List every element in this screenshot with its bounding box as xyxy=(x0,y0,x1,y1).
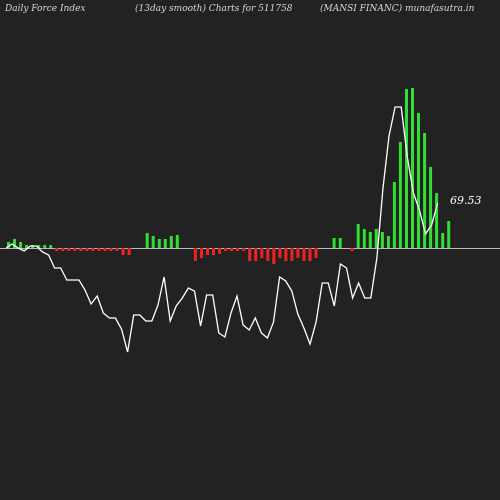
force-bar xyxy=(43,245,47,248)
force-bar xyxy=(212,248,215,255)
force-bar xyxy=(79,248,83,251)
force-bar xyxy=(49,245,53,248)
last-value-label: 69.53 xyxy=(450,194,482,207)
force-bar xyxy=(356,224,360,248)
force-bar xyxy=(368,232,372,248)
force-bar xyxy=(151,236,155,248)
force-bar xyxy=(350,248,354,251)
force-bar xyxy=(236,248,240,251)
force-bar xyxy=(67,248,71,251)
force-bar xyxy=(19,242,23,248)
force-bar xyxy=(163,239,167,248)
force-bar xyxy=(55,248,59,251)
force-bar xyxy=(429,167,433,248)
force-bar xyxy=(224,248,228,251)
force-bar xyxy=(447,221,451,248)
force-bar xyxy=(91,248,95,251)
force-bar xyxy=(423,133,427,248)
force-bar xyxy=(230,248,234,251)
force-bar xyxy=(302,248,306,261)
smooth-line xyxy=(5,106,439,353)
force-bar xyxy=(362,229,366,248)
force-bar xyxy=(13,239,16,248)
force-bar xyxy=(278,248,282,258)
force-bar xyxy=(193,248,197,261)
force-bar xyxy=(308,248,312,261)
force-bar xyxy=(296,248,300,258)
force-bar xyxy=(85,248,89,251)
force-bar xyxy=(398,142,402,248)
force-bar xyxy=(109,248,113,251)
force-bar xyxy=(266,248,270,261)
force-bar xyxy=(157,239,161,248)
force-bar xyxy=(254,248,258,261)
force-bar xyxy=(435,193,439,248)
force-bar xyxy=(248,248,252,261)
chart-subtitle-left: Daily Force Index xyxy=(4,4,86,14)
force-bar xyxy=(97,248,101,251)
force-bar xyxy=(206,248,209,255)
force-bar xyxy=(284,248,288,261)
force-bar xyxy=(115,248,119,251)
force-bar xyxy=(411,88,414,248)
force-bar xyxy=(7,242,10,248)
force-bar xyxy=(169,236,173,248)
force-bar xyxy=(242,248,246,251)
force-bar xyxy=(260,248,264,258)
force-bar xyxy=(127,248,131,255)
chart-title: (13day smooth) Charts for 511758 xyxy=(135,3,293,14)
force-bar xyxy=(61,248,65,251)
force-bar xyxy=(332,238,336,248)
force-bar xyxy=(417,113,420,248)
force-bar xyxy=(200,248,203,258)
force-bars xyxy=(7,88,451,264)
chart-source: (MANSI FINANC) munafasutra.in xyxy=(320,3,475,14)
force-bar xyxy=(175,235,179,248)
force-bar xyxy=(380,232,384,248)
force-bar xyxy=(218,248,222,254)
force-bar xyxy=(392,182,396,248)
force-bar xyxy=(272,248,276,264)
force-bar xyxy=(338,238,342,248)
force-bar xyxy=(374,229,378,248)
force-bar xyxy=(25,245,29,248)
force-bar xyxy=(121,248,125,255)
force-bar xyxy=(314,248,318,258)
force-bar xyxy=(37,245,41,248)
force-bar xyxy=(103,248,107,251)
force-bar xyxy=(386,236,390,248)
force-bar xyxy=(405,89,408,248)
force-bar xyxy=(290,248,294,261)
force-bar xyxy=(441,233,445,248)
force-bar xyxy=(145,233,149,248)
force-bar xyxy=(73,248,77,251)
